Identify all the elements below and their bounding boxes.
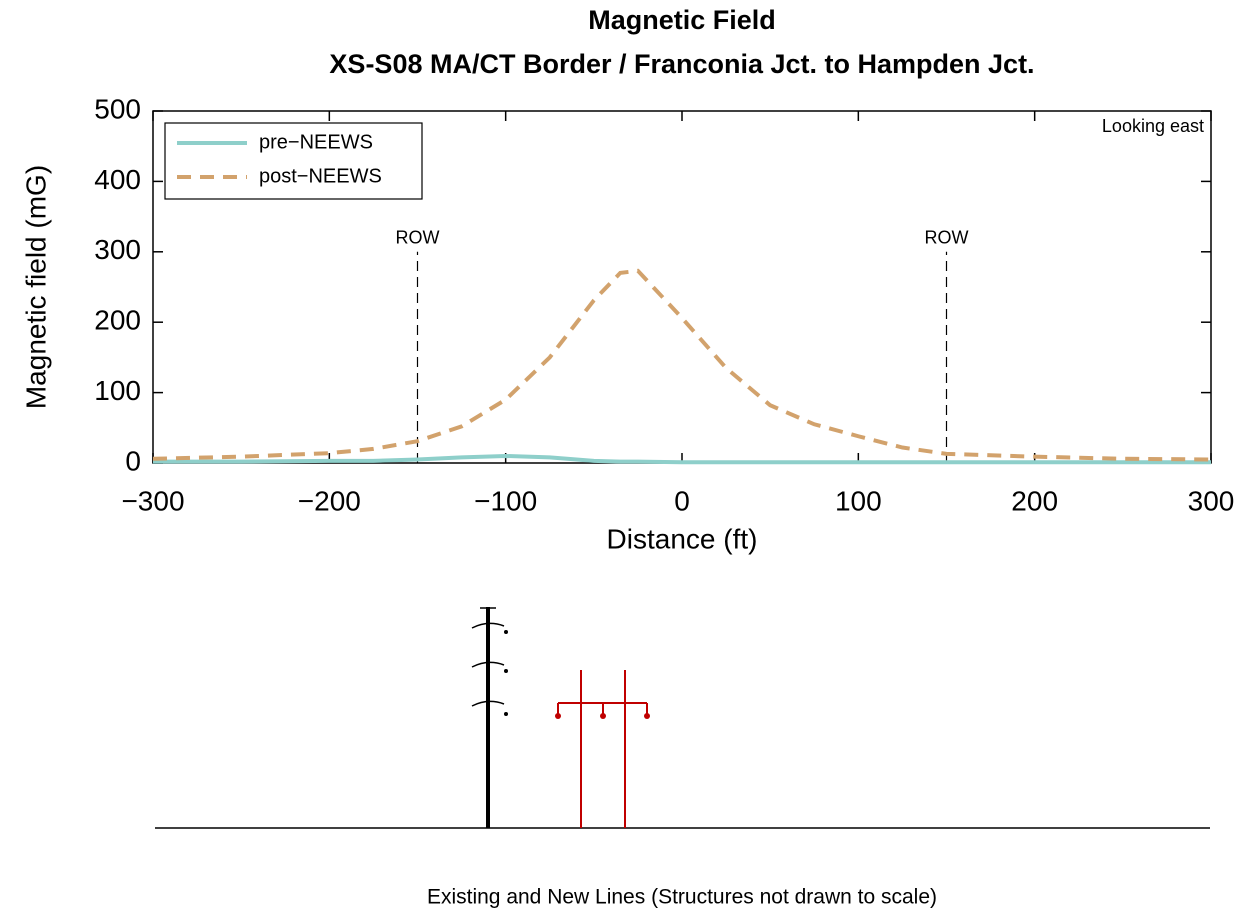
legend-label: pre−NEEWS	[259, 131, 373, 153]
x-tick-label: −100	[474, 485, 537, 516]
annotation: Looking east	[1102, 116, 1204, 136]
chart-subtitle: XS-S08 MA/CT Border / Franconia Jct. to …	[329, 49, 1034, 79]
x-tick-label: 300	[1188, 485, 1235, 516]
x-axis-label: Distance (ft)	[607, 523, 758, 554]
chart-title: Magnetic Field	[588, 5, 776, 35]
x-tick-label: 200	[1011, 485, 1058, 516]
x-tick-label: 100	[835, 485, 882, 516]
legend-box	[164, 122, 423, 200]
x-tick-label: −300	[121, 485, 184, 516]
legend-label: post−NEEWS	[259, 165, 382, 187]
y-tick-label: 300	[94, 234, 141, 265]
series-line	[153, 453, 1211, 465]
x-tick-label: 0	[674, 485, 690, 516]
x-tick-label: −200	[298, 485, 361, 516]
caption: Existing and New Lines (Structures not d…	[427, 886, 937, 909]
y-axis-label: Magnetic field (mG)	[20, 165, 51, 409]
existing-arms	[471, 607, 505, 707]
y-tick-label: 0	[125, 445, 141, 476]
y-tick-label: 100	[94, 375, 141, 406]
row-label: ROW	[396, 228, 440, 248]
structures	[155, 607, 1210, 829]
y-tick-label: 200	[94, 305, 141, 336]
y-tick-label: 400	[94, 164, 141, 195]
row-label: ROW	[925, 228, 969, 248]
series-line	[152, 268, 1212, 462]
y-tick-label: 500	[94, 93, 141, 124]
